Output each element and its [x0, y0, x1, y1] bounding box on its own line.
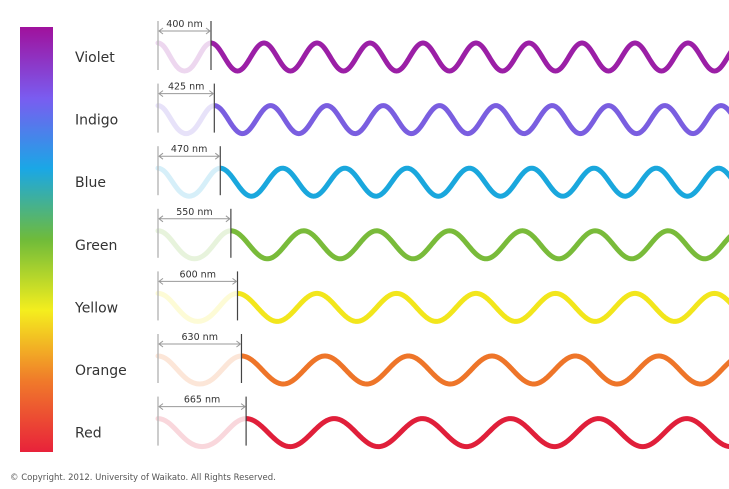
wavelength-arrow-blue: [158, 152, 221, 160]
wave-first-cycle-violet: [155, 40, 214, 74]
wavelength-label-blue: 470 nm: [171, 144, 207, 155]
band-label-violet: Violet: [75, 50, 115, 66]
wave-first-cycle-orange: [155, 353, 244, 387]
spectrum-gradient-bar: [20, 27, 53, 452]
wavelength-label-yellow: 600 nm: [180, 269, 216, 280]
wave-blue: [218, 165, 729, 199]
band-label-orange: Orange: [75, 363, 127, 379]
wavelength-label-violet: 400 nm: [166, 19, 202, 30]
band-orange: Orange 630 nm: [75, 332, 729, 387]
wave-violet: [209, 40, 729, 74]
wavelength-arrow-yellow: [158, 278, 238, 285]
band-blue: Blue 470 nm: [75, 144, 729, 199]
wave-yellow: [236, 290, 729, 324]
band-violet: Violet 400 nm: [75, 19, 729, 74]
wavelength-arrow-violet: [158, 27, 211, 35]
wave-indigo: [212, 103, 729, 137]
band-label-blue: Blue: [75, 175, 106, 191]
band-red: Red 665 nm: [75, 395, 729, 450]
wavelength-label-orange: 630 nm: [182, 332, 218, 343]
band-label-indigo: Indigo: [75, 113, 118, 129]
band-label-green: Green: [75, 238, 117, 254]
wavelength-arrow-green: [158, 215, 231, 223]
wavelength-label-indigo: 425 nm: [168, 82, 204, 93]
wave-first-cycle-blue: [155, 165, 223, 199]
band-label-yellow: Yellow: [74, 300, 118, 316]
wavelength-arrow-indigo: [158, 90, 215, 97]
band-yellow: Yellow 600 nm: [74, 269, 729, 324]
wavelength-label-red: 665 nm: [184, 395, 220, 406]
wave-first-cycle-indigo: [155, 103, 217, 137]
wavelength-arrow-red: [158, 403, 246, 410]
wave-red: [244, 416, 729, 450]
wave-orange: [240, 353, 729, 387]
band-green: Green 550 nm: [75, 207, 729, 262]
band-label-red: Red: [75, 426, 102, 442]
band-indigo: Indigo 425 nm: [75, 82, 729, 137]
wave-green: [229, 228, 729, 262]
wave-first-cycle-green: [155, 228, 234, 262]
wavelength-arrow-orange: [158, 340, 242, 348]
wavelength-label-green: 550 nm: [176, 207, 212, 218]
wave-first-cycle-yellow: [155, 290, 240, 324]
copyright-notice: © Copyright. 2012. University of Waikato…: [10, 473, 276, 483]
wave-first-cycle-red: [155, 416, 249, 450]
